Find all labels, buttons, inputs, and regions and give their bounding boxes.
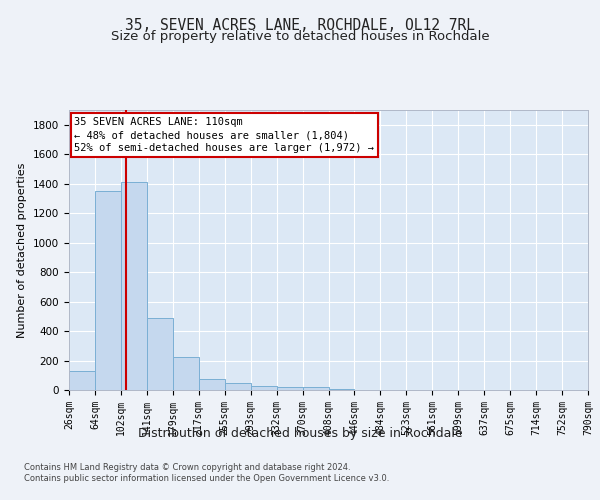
Bar: [121, 182, 147, 390]
Text: 35, SEVEN ACRES LANE, ROCHDALE, OL12 7RL: 35, SEVEN ACRES LANE, ROCHDALE, OL12 7RL: [125, 18, 475, 32]
Text: Distribution of detached houses by size in Rochdale: Distribution of detached houses by size …: [137, 428, 463, 440]
Bar: [251, 386, 277, 390]
Bar: [147, 318, 173, 390]
Bar: [69, 371, 95, 390]
Bar: [199, 379, 224, 390]
Y-axis label: Number of detached properties: Number of detached properties: [17, 162, 28, 338]
Text: Contains HM Land Registry data © Crown copyright and database right 2024.
Contai: Contains HM Land Registry data © Crown c…: [24, 462, 389, 483]
Bar: [277, 387, 302, 390]
Text: Size of property relative to detached houses in Rochdale: Size of property relative to detached ho…: [110, 30, 490, 43]
Bar: [302, 387, 329, 390]
Bar: [95, 191, 121, 390]
Text: 35 SEVEN ACRES LANE: 110sqm
← 48% of detached houses are smaller (1,804)
52% of : 35 SEVEN ACRES LANE: 110sqm ← 48% of det…: [74, 117, 374, 154]
Bar: [173, 357, 199, 390]
Bar: [225, 384, 251, 390]
